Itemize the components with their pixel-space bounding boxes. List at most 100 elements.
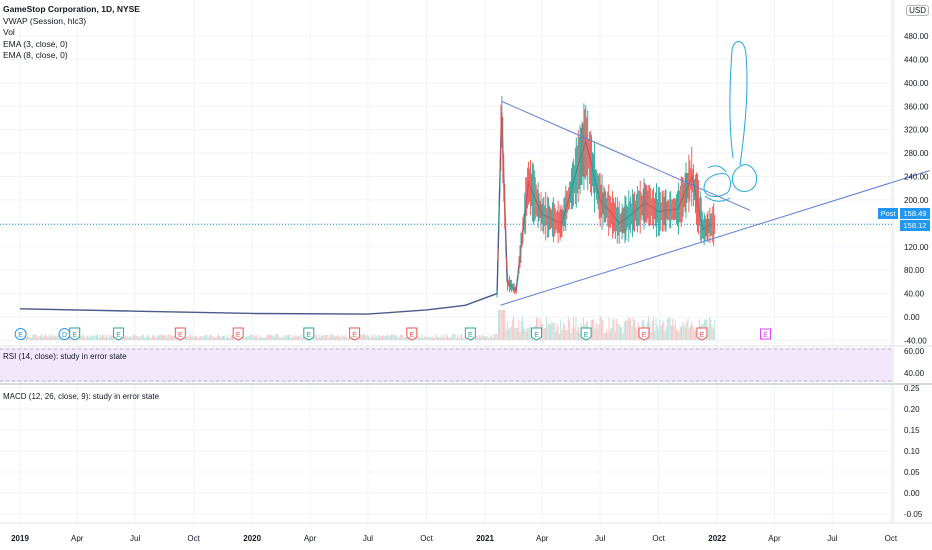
time-tick-label: 2019 <box>11 534 29 543</box>
descending-trendline[interactable] <box>501 101 751 211</box>
time-tick-label: 2021 <box>476 534 494 543</box>
rsi-axis: 60.00 40.00 <box>904 347 925 378</box>
event-letter: E <box>642 332 647 339</box>
price-tick-label: 480.00 <box>904 32 929 41</box>
macd-tick-label: 0.05 <box>904 468 920 477</box>
price-tick-label: 280.00 <box>904 149 929 158</box>
time-tick-label: Jul <box>363 534 373 543</box>
event-letter: E <box>178 332 183 339</box>
earnings-flag <box>69 327 81 341</box>
event-marker: E <box>113 327 125 341</box>
macd-tick-label: 0.15 <box>904 426 920 435</box>
time-tick-label: Jul <box>130 534 140 543</box>
event-marker: E <box>14 328 27 340</box>
event-letter: E <box>306 332 311 339</box>
macd-axis: 0.25 0.20 0.15 0.10 0.05 0.00 -0.05 <box>904 384 923 519</box>
post-price-label: 158.49 <box>900 208 930 219</box>
event-marker: E <box>232 327 244 341</box>
last-price-label: 158.12 <box>900 220 930 231</box>
event-letter: E <box>763 332 768 339</box>
time-tick-label: 2020 <box>243 534 261 543</box>
event-marker: E <box>696 327 708 341</box>
price-axis[interactable]: 480.00 440.00 400.00 360.00 320.00 280.00 240.… <box>904 32 929 345</box>
time-tick-label: Oct <box>420 534 433 543</box>
rsi-tick-label: 40.00 <box>904 369 925 378</box>
rsi-tick-label: 60.00 <box>904 347 925 356</box>
earnings-flag <box>406 327 418 341</box>
symbol-title[interactable]: GameStop Corporation, 1D, NYSE <box>3 4 140 14</box>
rsi-band <box>0 348 893 382</box>
earnings-flag <box>174 327 186 341</box>
macd-tick-label: 0.10 <box>904 447 920 456</box>
price-tick-label: 0.00 <box>904 313 920 322</box>
price-tick-label: 440.00 <box>904 55 929 64</box>
future-event-marker: E <box>760 328 772 340</box>
price-tick-label: 360.00 <box>904 102 929 111</box>
event-marker: E <box>69 327 81 341</box>
post-tag: Post <box>878 208 898 219</box>
indicator-vwap[interactable]: VWAP (Session, hlc3) <box>3 15 87 26</box>
time-tick-label: Apr <box>536 534 549 543</box>
price-candles <box>496 95 716 298</box>
event-letter: E <box>18 332 23 339</box>
event-letter: E <box>72 332 77 339</box>
earnings-flag <box>232 327 244 341</box>
price-tick-label: 80.00 <box>904 266 925 275</box>
time-tick-label: Jul <box>827 534 837 543</box>
time-tick-label: Apr <box>768 534 781 543</box>
event-letter: D <box>62 332 67 339</box>
price-tick-label: 120.00 <box>904 243 929 252</box>
event-marker: E <box>174 327 186 341</box>
time-tick-label: Oct <box>885 534 898 543</box>
macd-tick-label: 0.20 <box>904 405 920 414</box>
indicator-vol[interactable]: Vol <box>3 27 15 38</box>
price-tick-label: 320.00 <box>904 126 929 135</box>
time-axis[interactable]: 2019 Apr Jul Oct 2020 Apr Jul Oct 2021 Apr Jul Oct 2… <box>11 534 898 543</box>
future-earnings-box <box>760 328 772 340</box>
earnings-flag <box>638 327 650 341</box>
chart-legend: GameStop Corporation, 1D, NYSE VWAP (Ses… <box>3 4 140 62</box>
time-tick-label: Jul <box>595 534 605 543</box>
event-letter: E <box>468 332 473 339</box>
indicator-ema3[interactable]: EMA (3, close, 0) <box>3 38 68 49</box>
currency-badge[interactable]: USD <box>906 5 929 16</box>
event-letter: E <box>116 332 121 339</box>
macd-tick-label: 0.25 <box>904 384 920 393</box>
time-tick-label: Apr <box>304 534 317 543</box>
price-tick-label: 40.00 <box>904 290 925 299</box>
earnings-flag <box>113 327 125 341</box>
macd-tick-label: -0.05 <box>904 510 923 519</box>
event-letter: E <box>410 332 415 339</box>
event-marker: E <box>580 327 592 341</box>
event-letter: E <box>584 332 589 339</box>
macd-label[interactable]: MACD (12, 26, close, 9): study in error … <box>3 392 160 401</box>
event-marker: E <box>464 327 476 341</box>
price-tick-label: 240.00 <box>904 173 929 182</box>
price-tick-label: -40.00 <box>904 336 927 345</box>
earnings-flag <box>464 327 476 341</box>
earnings-flag <box>696 327 708 341</box>
indicator-ema8[interactable]: EMA (8, close, 0) <box>3 50 68 61</box>
freehand-drawing[interactable] <box>703 41 758 202</box>
event-marker: E <box>303 327 315 341</box>
event-letter: E <box>700 332 705 339</box>
earnings-flag <box>531 327 543 341</box>
event-letter: E <box>236 332 241 339</box>
rsi-label[interactable]: RSI (14, close): study in error state <box>3 352 127 361</box>
event-marker: E <box>406 327 418 341</box>
event-marker: E <box>638 327 650 341</box>
time-tick-label: Oct <box>652 534 665 543</box>
grid-lines <box>0 0 893 523</box>
time-tick-label: 2022 <box>708 534 726 543</box>
earnings-flag <box>580 327 592 341</box>
ascending-trendline[interactable] <box>500 170 930 306</box>
price-tick-label: 200.00 <box>904 196 929 205</box>
event-marker: D <box>58 328 71 340</box>
time-tick-label: Apr <box>71 534 84 543</box>
event-marker: E <box>531 327 543 341</box>
dividend-circle <box>14 328 27 340</box>
earnings-flag <box>349 327 361 341</box>
price-tick-label: 400.00 <box>904 79 929 88</box>
